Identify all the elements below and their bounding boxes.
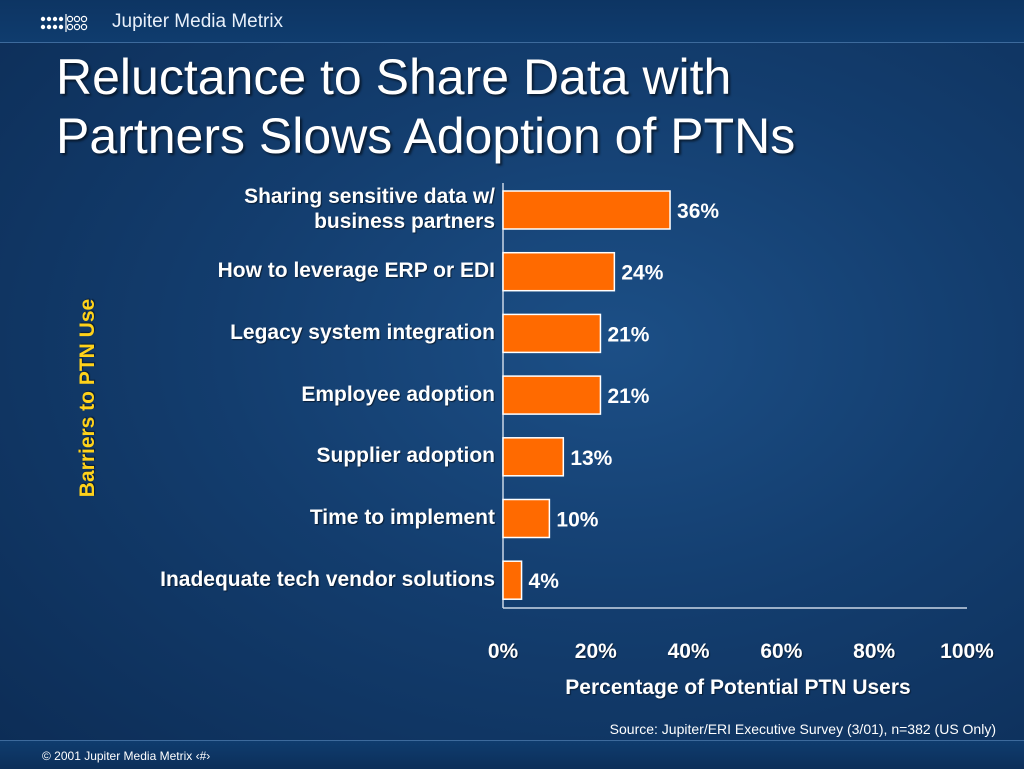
- category-label: Employee adoption: [301, 382, 495, 407]
- x-tick-label: 80%: [853, 640, 896, 663]
- x-axis-label: Percentage of Potential PTN Users: [565, 676, 911, 699]
- bar: [502, 437, 565, 477]
- bar: [502, 560, 523, 600]
- slide-title-line-1: Reluctance to Share Data with: [56, 49, 732, 105]
- category-label: Time to implement: [310, 505, 495, 530]
- x-tick-label: 0%: [487, 640, 519, 663]
- x-tick-label: 60%: [760, 640, 803, 663]
- bar-value-label: 4%: [529, 570, 560, 593]
- slide-title-line-2: Partners Slows Adoption of PTNs: [56, 108, 796, 164]
- category-label: Legacy system integration: [230, 320, 495, 345]
- x-tick-label: 40%: [667, 640, 710, 663]
- bar-value-label: 10%: [556, 509, 598, 532]
- bar-value-label: 13%: [570, 447, 612, 470]
- category-label: Sharing sensitive data w/business partne…: [244, 184, 495, 234]
- category-label-line: business partners: [314, 210, 495, 233]
- brand-name: Jupiter Media Metrix: [112, 11, 284, 32]
- bar: [502, 190, 671, 230]
- bar-value-label: 36%: [677, 200, 719, 223]
- jupiter-logo-icon: [40, 14, 88, 32]
- header-bar: Jupiter Media Metrix: [0, 0, 1024, 43]
- bar: [502, 313, 602, 354]
- category-label-line: Sharing sensitive data w/: [244, 185, 495, 208]
- copyright-text: © 2001 Jupiter Media Metrix ‹#›: [42, 749, 211, 763]
- slide-title: Reluctance to Share Data with Partners S…: [56, 48, 996, 166]
- source-note: Source: Jupiter/ERI Executive Survey (3/…: [609, 721, 996, 737]
- category-label-line: Inadequate tech vendor solutions: [160, 567, 495, 591]
- footer-bar: © 2001 Jupiter Media Metrix ‹#›: [0, 740, 1024, 769]
- bar: [502, 251, 616, 292]
- category-label: Supplier adoption: [317, 443, 496, 468]
- bar-value-label: 21%: [607, 323, 649, 346]
- category-label-line: How to leverage ERP or EDI: [217, 259, 495, 283]
- category-label-line: Legacy system integration: [230, 320, 495, 344]
- category-label-line: Time to implement: [309, 506, 495, 529]
- x-tick-label: 20%: [574, 640, 617, 663]
- bar: [502, 498, 551, 539]
- category-label-line: Employee adoption: [301, 382, 495, 406]
- category-label: Inadequate tech vendor solutions: [160, 567, 495, 592]
- bar-value-label: 24%: [621, 262, 663, 285]
- x-tick-label: 100%: [940, 640, 994, 663]
- category-label-line: Supplier adoption: [316, 444, 496, 468]
- bar-value-label: 21%: [607, 385, 649, 408]
- category-label: How to leverage ERP or EDI: [218, 258, 495, 283]
- bar: [502, 375, 602, 415]
